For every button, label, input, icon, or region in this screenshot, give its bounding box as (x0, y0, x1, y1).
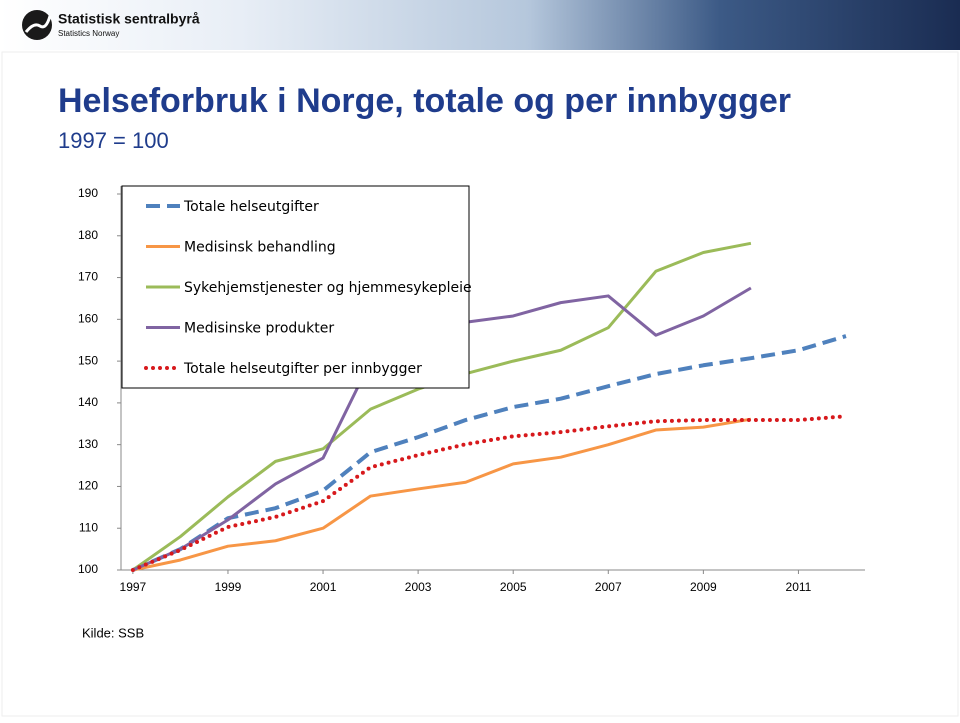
y-tick-label: 180 (78, 228, 98, 242)
chart-subtitle: 1997 = 100 (58, 128, 169, 153)
x-tick-label: 2003 (405, 580, 432, 594)
y-tick-label: 190 (78, 186, 98, 200)
org-name: Statistisk sentralbyrå (58, 11, 200, 27)
legend-label: Medisinsk behandling (184, 240, 336, 256)
x-tick-label: 2009 (690, 580, 717, 594)
x-tick-label: 2011 (786, 580, 812, 594)
source-note: Kilde: SSB (82, 625, 144, 640)
y-tick-label: 140 (78, 395, 98, 409)
y-tick-label: 150 (78, 353, 98, 367)
plot: 100 110 120 130 140 150 160 170 180 190 1997 1999 20… (78, 185, 865, 594)
x-tick-label: 2007 (595, 580, 622, 594)
legend: Totale helseutgifter Medisinsk behandling… (121, 185, 472, 389)
x-tick-label: 1997 (120, 580, 147, 594)
x-tick-label: 2001 (310, 580, 337, 594)
legend-label: Sykehjemstjenester og hjemmesykepleie (184, 280, 472, 296)
y-tick-label: 110 (79, 520, 98, 534)
y-tick-label: 170 (78, 270, 98, 284)
legend-label: Totale helseutgifter (183, 199, 319, 215)
y-tick-label: 120 (78, 479, 98, 493)
series-line (132, 417, 752, 572)
slide-frame (1, 51, 959, 717)
header-banner (0, 0, 960, 50)
chart-title: Helseforbruk i Norge, totale og per innb… (58, 82, 791, 120)
y-tick-label: 160 (78, 312, 98, 326)
x-tick-label: 2005 (500, 580, 527, 594)
org-name-en: Statistics Norway (58, 29, 119, 38)
legend-label: Medisinske produkter (184, 321, 334, 337)
x-tick-label: 1999 (215, 580, 242, 594)
logo-mark (24, 15, 52, 33)
series-line (132, 334, 847, 572)
y-tick-label: 100 (78, 562, 98, 576)
y-tick-label: 130 (78, 437, 98, 451)
series-line (130, 414, 848, 572)
legend-label: Totale helseutgifter per innbygger (183, 361, 422, 377)
